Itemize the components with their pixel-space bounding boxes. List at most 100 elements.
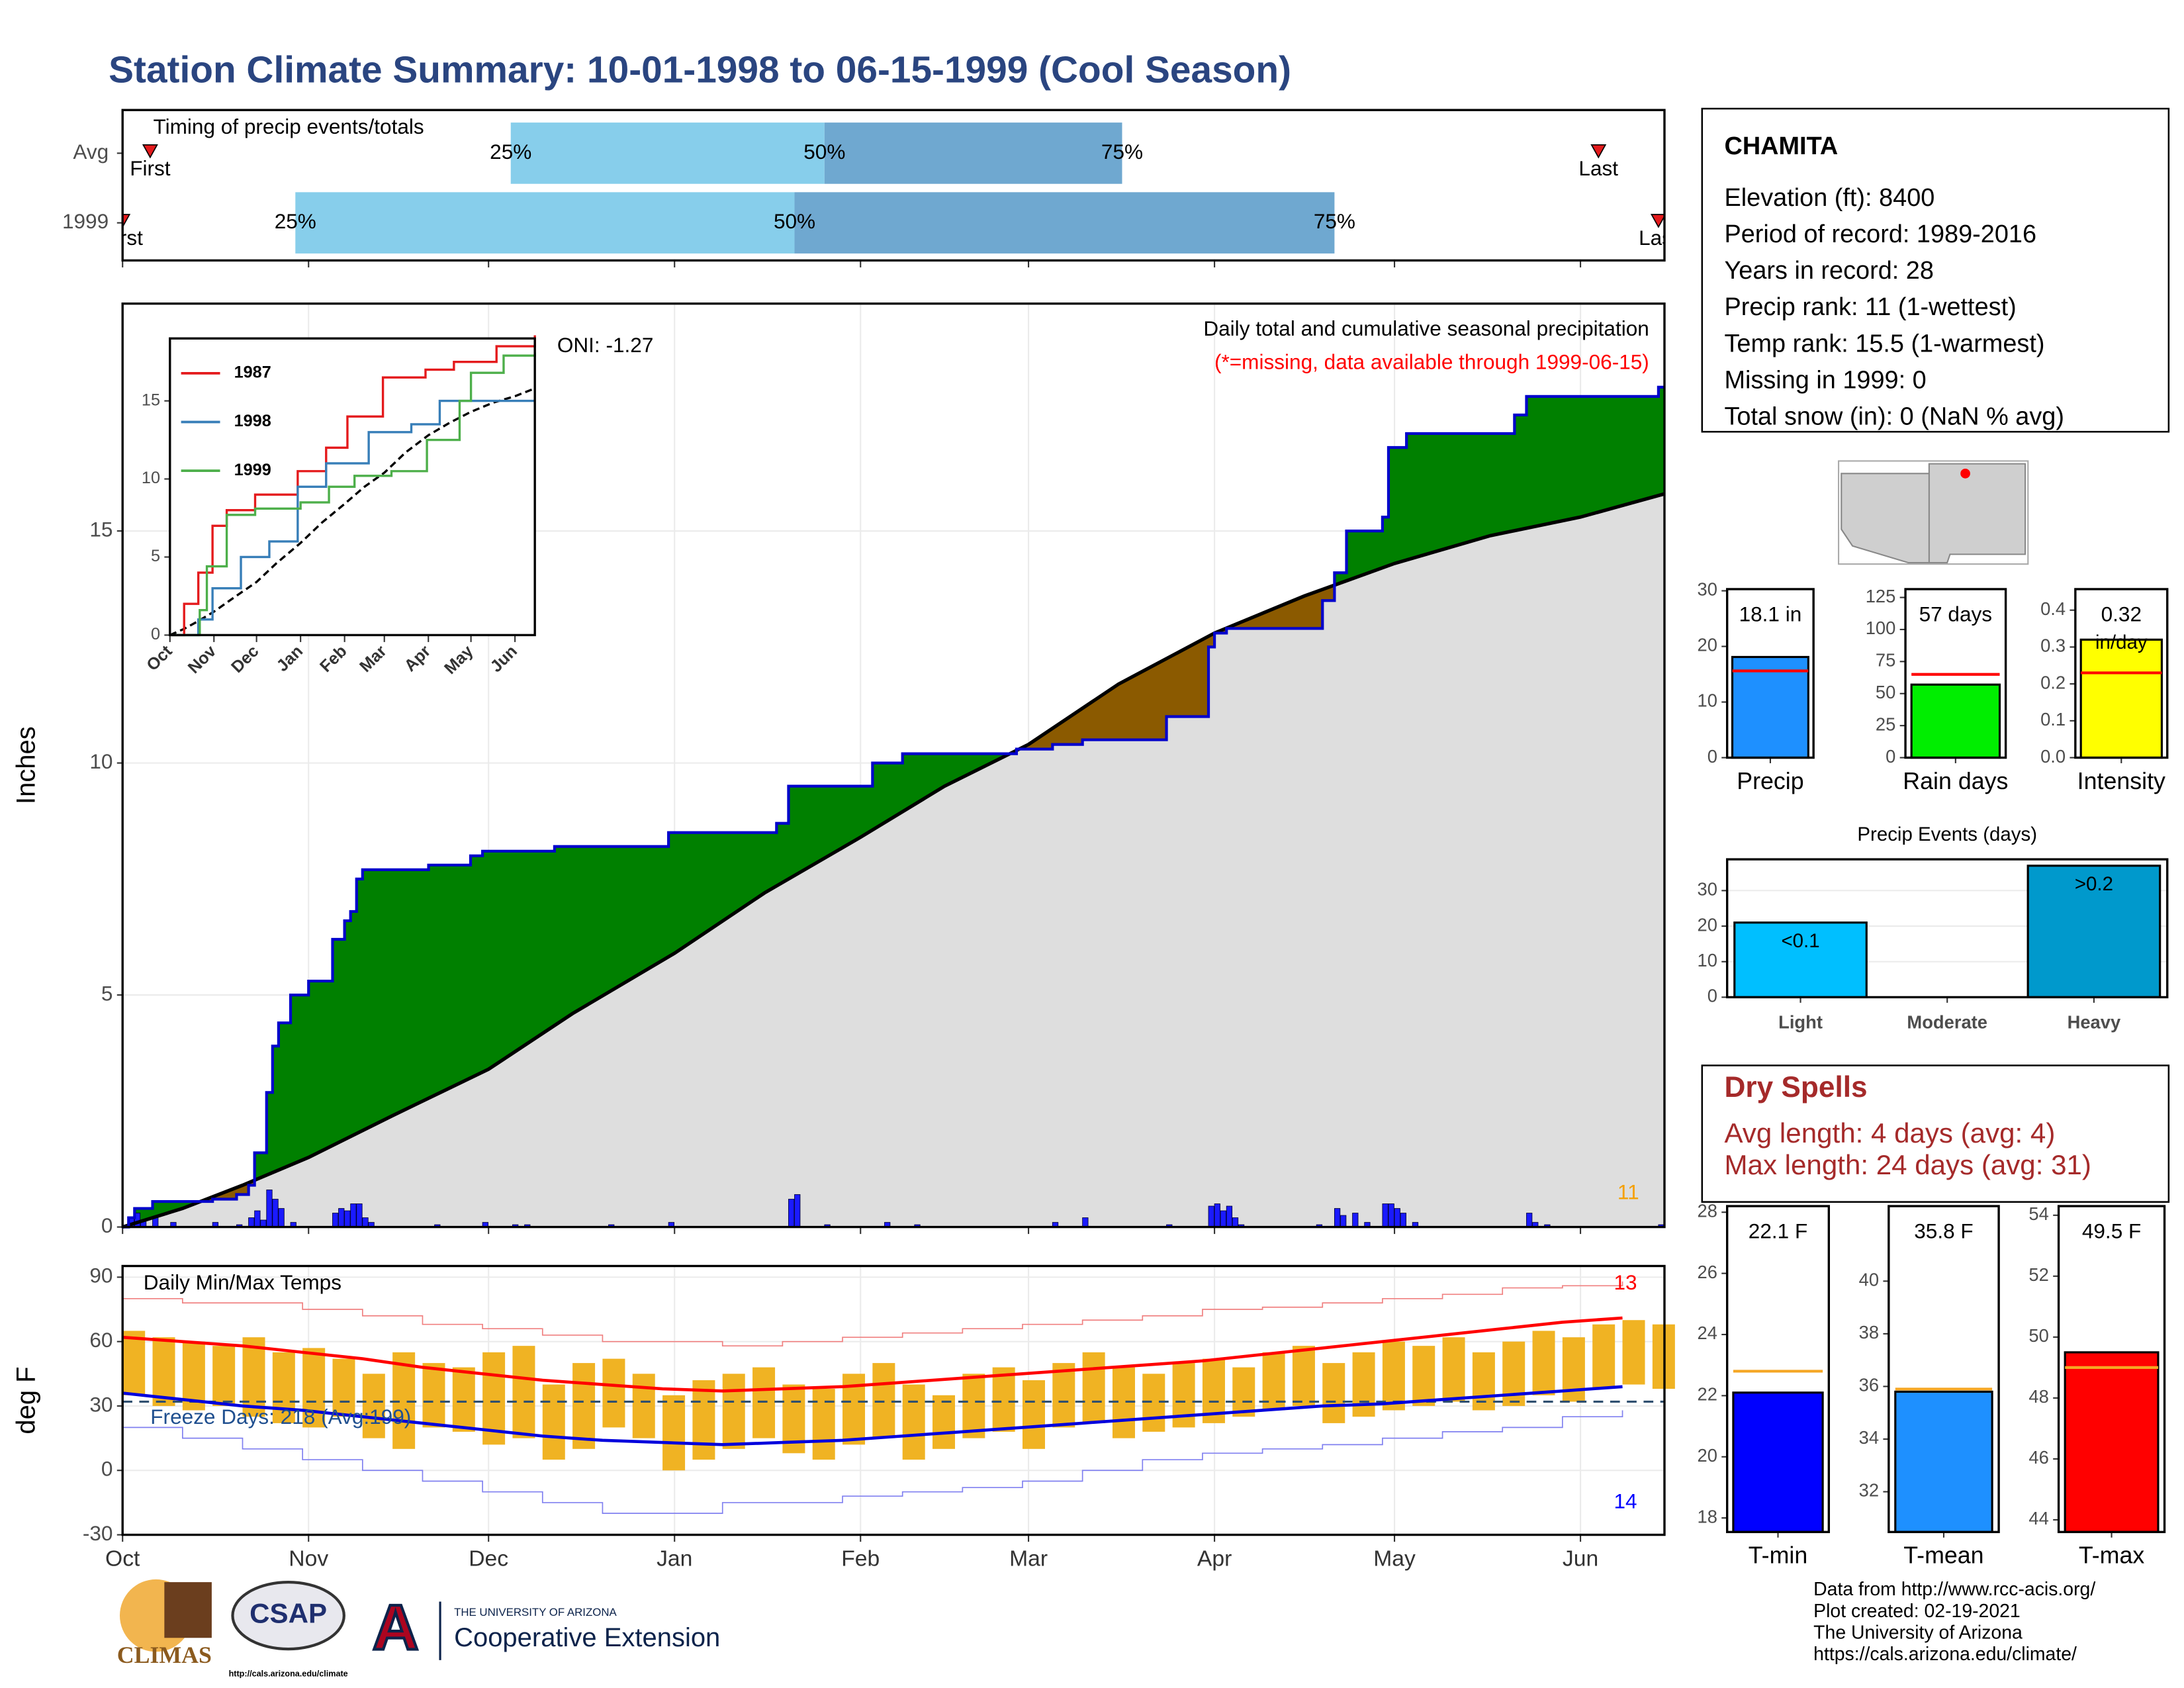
y-tick-label: 32 (1859, 1480, 1879, 1501)
daily-precip-bar (332, 1213, 339, 1228)
y-tick-label: 0 (1886, 746, 1895, 767)
y-tick-label: 0.2 (2040, 672, 2066, 692)
y-tick-label: 50 (2028, 1325, 2048, 1346)
bar (1894, 1390, 1993, 1533)
panel-frame (2074, 588, 2169, 759)
inset-series-line (169, 399, 535, 637)
x-tick-label: Dec (469, 1546, 508, 1571)
temp-range-bar (1052, 1363, 1075, 1428)
quartile-label: 25% (275, 209, 316, 233)
y-tick-label: 90 (89, 1264, 113, 1288)
panel-frame (1726, 588, 1815, 759)
average-line (122, 492, 1665, 1229)
y-tick-label: 10 (89, 749, 113, 773)
category-label: Rain days (1903, 768, 2008, 794)
panel-frame (121, 302, 1666, 1229)
temp-range-bar (752, 1367, 776, 1438)
bar (1733, 921, 1868, 999)
temp-range-bar (1022, 1380, 1045, 1449)
daily-precip-bar (278, 1208, 285, 1228)
y-tick-label: 54 (2028, 1203, 2048, 1224)
panel-title: Timing of precip events/totals (154, 115, 424, 138)
temp-range-bar (542, 1384, 565, 1460)
y-tick-label: 5 (151, 547, 160, 565)
panel-frame (2057, 1205, 2166, 1534)
temp-range-bar (872, 1363, 895, 1438)
category-label: T-mean (1903, 1542, 1983, 1569)
x-tick-label: Apr (1197, 1546, 1232, 1571)
temp-range-bar (452, 1367, 475, 1432)
daily-precip-bar (338, 1208, 345, 1228)
station-info: Years in record: 28 (1724, 257, 1933, 285)
station-info: Period of record: 1989-2016 (1724, 220, 2036, 248)
temp-range-bar (1232, 1367, 1255, 1417)
temp-range-bar (1262, 1352, 1285, 1411)
daily-precip-bar (254, 1210, 261, 1228)
temp-range-bar (902, 1384, 925, 1460)
map-land (1841, 463, 2026, 564)
temp-range-bar (122, 1331, 146, 1395)
temp-range-bar (1082, 1352, 1105, 1423)
panel-subtitle: (*=missing, data available through 1999-… (1214, 350, 1649, 373)
station-name: CHAMITA (1724, 132, 1838, 160)
x-tick-label: May (1373, 1546, 1416, 1571)
quartile-label: 75% (1101, 140, 1143, 164)
temp-range-bar (1112, 1367, 1135, 1438)
event-marker (1590, 144, 1607, 159)
value-label: >0.2 (2075, 873, 2113, 895)
temp-range-bar (1352, 1352, 1375, 1417)
logos: CLIMAS CSAP http://cals.arizona.edu/clim… (117, 1579, 720, 1678)
daily-precip-bar (1082, 1217, 1089, 1228)
row-label: Avg (73, 140, 109, 164)
avg-min-line (122, 1385, 1623, 1446)
temp-range-bar (272, 1352, 295, 1423)
y-tick-label: 46 (2028, 1447, 2048, 1468)
timing-rows: First Last 25% 50% 75% First Last 25% 50% 75% (122, 122, 1678, 254)
quartile-label: 50% (774, 209, 815, 233)
y-tick-label: 52 (2028, 1264, 2048, 1285)
quartile-bar (794, 192, 1335, 254)
quartile-bar (824, 122, 1122, 184)
oni-annotation: ONI: -1.27 (557, 333, 654, 357)
value-label: 18.1 in (1739, 602, 1802, 626)
quartile-label: 25% (490, 140, 531, 164)
value-label: 0.32 (2101, 602, 2142, 626)
temp-range-bar (242, 1337, 265, 1417)
avg-max-line (122, 1316, 1623, 1393)
y-tick-label: 125 (1866, 586, 1896, 606)
locator-map (1838, 460, 2029, 565)
temp-range-bar (302, 1348, 326, 1428)
footer-line: Plot created: 02-19-2021 (1813, 1601, 2021, 1622)
csap-url: http://cals.arizona.edu/climate (229, 1669, 348, 1678)
y-tick-label: 18 (1698, 1506, 1717, 1526)
temp-range-bar (392, 1352, 416, 1449)
temp-range-bar (933, 1395, 956, 1449)
temp-range-bar (1412, 1346, 1435, 1406)
value-label: 49.5 F (2082, 1219, 2141, 1243)
daily-precip-bar (788, 1199, 795, 1228)
temp-range-bar (602, 1358, 625, 1428)
y-tick-label: 34 (1859, 1427, 1879, 1448)
bar (1910, 683, 2001, 759)
daily-precip-bar (1334, 1208, 1341, 1228)
y-tick-label: 40 (1859, 1270, 1879, 1290)
temp-range-bar (662, 1395, 686, 1471)
coop-extension: Cooperative Extension (454, 1623, 720, 1652)
panel-title: Daily total and cumulative seasonal prec… (1203, 316, 1649, 340)
temp-range-bar (332, 1358, 355, 1417)
daily-precip-bar (1394, 1208, 1400, 1228)
dry-spell-info: Max length: 24 days (avg: 31) (1724, 1149, 2091, 1180)
unit-label: in/day (2095, 632, 2148, 653)
y-tick-label: 20 (1698, 635, 1717, 655)
event-marker (1650, 214, 1664, 228)
y-tick-label: 20 (1698, 914, 1717, 935)
y-tick-label: 0 (151, 625, 160, 643)
freeze-annotation: Freeze Days: 218 (Avg:199) (150, 1405, 411, 1429)
event-label: Last (1639, 226, 1678, 250)
dry-spells-box (1701, 1064, 2170, 1203)
y-tick-label: 0 (1707, 746, 1717, 767)
temp-range-bar (1472, 1352, 1495, 1411)
temp-range-bar (1142, 1374, 1165, 1432)
panel-frame (121, 109, 1666, 262)
